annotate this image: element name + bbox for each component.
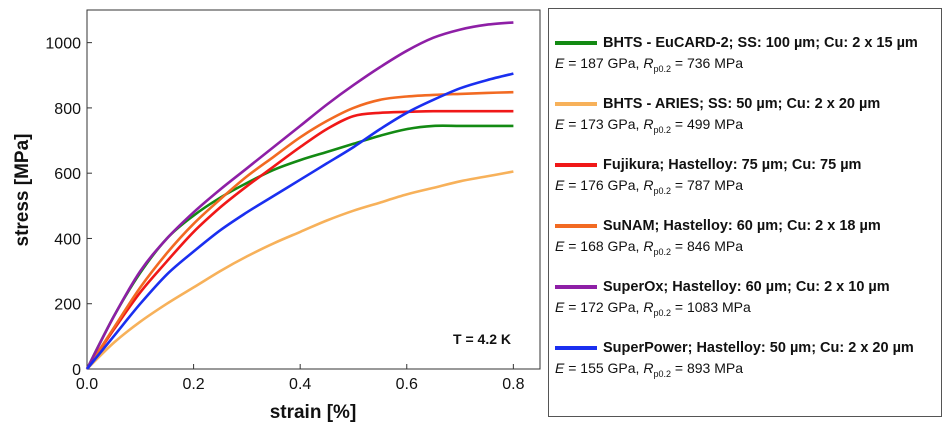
legend-series-name: SuNAM; Hastelloy: 60 µm; Cu: 2 x 18 µm (603, 218, 881, 234)
legend-entry-header: BHTS - EuCARD-2; SS: 100 µm; Cu: 2 x 15 … (555, 33, 941, 53)
legend-modulus-value: = 155 GPa, (564, 360, 644, 376)
x-tick-label: 0.8 (502, 376, 524, 393)
legend-yield-value: = 893 MPa (671, 360, 743, 376)
legend-modulus-value: = 173 GPa, (564, 116, 644, 132)
series-line-5 (85, 72, 514, 370)
legend-swatch (555, 41, 597, 45)
legend-yield-subscript: p0.2 (653, 368, 671, 379)
legend-yield-symbol: R (643, 299, 654, 315)
series-line-0 (85, 124, 514, 370)
axis-ticks: 0.0 0.2 0.4 0.6 0.8 0 200 400 600 800 1000 (45, 36, 524, 393)
stress-strain-chart: 0.0 0.2 0.4 0.6 0.8 0 200 400 600 800 1000 strain … (12, 9, 541, 423)
legend-yield-subscript: p0.2 (653, 124, 671, 135)
legend-entry-header: SuperOx; Hastelloy: 60 µm; Cu: 2 x 10 µm (555, 277, 941, 297)
legend-yield-symbol: R (643, 360, 654, 376)
legend-swatch (555, 102, 597, 106)
y-tick-label: 800 (54, 101, 81, 118)
legend-series-properties: E = 173 GPa, Rp0.2 = 499 MPa (555, 116, 941, 135)
series-line-1 (86, 170, 514, 370)
legend-series-properties: E = 187 GPa, Rp0.2 = 736 MPa (555, 55, 941, 74)
legend-yield-subscript: p0.2 (653, 63, 671, 74)
y-axis-label: stress [MPa] (12, 134, 33, 247)
legend-yield-value: = 499 MPa (671, 116, 743, 132)
legend-yield-value: = 1083 MPa (671, 299, 751, 315)
legend-swatch (555, 224, 597, 228)
plot-frame (86, 9, 541, 370)
legend-modulus-symbol: E (555, 177, 565, 193)
legend-series-properties: E = 172 GPa, Rp0.2 = 1083 MPa (555, 299, 941, 318)
legend-series-name: Fujikura; Hastelloy: 75 µm; Cu: 75 µm (603, 157, 862, 173)
legend-entry: SuperPower; Hastelloy: 50 µm; Cu: 2 x 20… (555, 338, 941, 379)
legend-yield-value: = 736 MPa (671, 55, 743, 71)
legend-modulus-value: = 172 GPa, (564, 299, 644, 315)
series-lines (85, 21, 514, 370)
series-line-2 (85, 109, 514, 370)
legend-modulus-symbol: E (555, 299, 565, 315)
y-tick-label: 200 (54, 297, 81, 314)
legend-entry-header: SuNAM; Hastelloy: 60 µm; Cu: 2 x 18 µm (555, 216, 941, 236)
legend-modulus-symbol: E (555, 55, 565, 71)
series-line-3 (85, 90, 514, 370)
legend-modulus-value: = 187 GPa, (564, 55, 644, 71)
legend-series-name: BHTS - EuCARD-2; SS: 100 µm; Cu: 2 x 15 … (603, 35, 918, 51)
y-tick-label: 400 (54, 231, 81, 248)
legend: BHTS - EuCARD-2; SS: 100 µm; Cu: 2 x 15 … (548, 8, 942, 417)
legend-entry: SuperOx; Hastelloy: 60 µm; Cu: 2 x 10 µm… (555, 277, 941, 318)
legend-series-properties: E = 155 GPa, Rp0.2 = 893 MPa (555, 360, 941, 379)
x-tick-label: 0.6 (396, 376, 418, 393)
y-tick-label: 0 (72, 362, 81, 379)
legend-modulus-symbol: E (555, 238, 565, 254)
legend-yield-symbol: R (643, 55, 654, 71)
legend-entry-header: SuperPower; Hastelloy: 50 µm; Cu: 2 x 20… (555, 338, 941, 358)
legend-modulus-symbol: E (555, 360, 565, 376)
series-line-4 (85, 21, 514, 370)
legend-yield-value: = 846 MPa (671, 238, 743, 254)
legend-swatch (555, 285, 597, 289)
y-tick-label: 600 (54, 166, 81, 183)
legend-series-properties: E = 176 GPa, Rp0.2 = 787 MPa (555, 177, 941, 196)
temperature-annotation: T = 4.2 K (453, 331, 511, 347)
y-tick-label: 1000 (45, 36, 81, 53)
legend-entry: Fujikura; Hastelloy: 75 µm; Cu: 75 µm E =… (555, 155, 941, 196)
legend-swatch (555, 346, 597, 350)
legend-series-properties: E = 168 GPa, Rp0.2 = 846 MPa (555, 238, 941, 257)
legend-yield-subscript: p0.2 (653, 307, 671, 318)
legend-modulus-value: = 168 GPa, (564, 238, 644, 254)
legend-yield-symbol: R (643, 177, 654, 193)
legend-series-name: SuperOx; Hastelloy: 60 µm; Cu: 2 x 10 µm (603, 279, 890, 295)
legend-modulus-symbol: E (555, 116, 565, 132)
x-tick-label: 0.2 (182, 376, 204, 393)
legend-yield-subscript: p0.2 (653, 246, 671, 257)
legend-series-name: BHTS - ARIES; SS: 50 µm; Cu: 2 x 20 µm (603, 96, 881, 112)
legend-yield-subscript: p0.2 (653, 185, 671, 196)
legend-entry: BHTS - ARIES; SS: 50 µm; Cu: 2 x 20 µm E … (555, 94, 941, 135)
legend-entry: BHTS - EuCARD-2; SS: 100 µm; Cu: 2 x 15 … (555, 33, 941, 74)
legend-yield-symbol: R (643, 116, 654, 132)
legend-yield-symbol: R (643, 238, 654, 254)
legend-entry-header: Fujikura; Hastelloy: 75 µm; Cu: 75 µm (555, 155, 941, 175)
x-tick-label: 0.0 (76, 376, 98, 393)
legend-entry: SuNAM; Hastelloy: 60 µm; Cu: 2 x 18 µm E … (555, 216, 941, 257)
legend-modulus-value: = 176 GPa, (564, 177, 644, 193)
legend-yield-value: = 787 MPa (671, 177, 743, 193)
x-axis-label: strain [%] (270, 402, 357, 423)
legend-swatch (555, 163, 597, 167)
x-tick-label: 0.4 (289, 376, 311, 393)
legend-series-name: SuperPower; Hastelloy: 50 µm; Cu: 2 x 20… (603, 340, 914, 356)
legend-entry-header: BHTS - ARIES; SS: 50 µm; Cu: 2 x 20 µm (555, 94, 941, 114)
